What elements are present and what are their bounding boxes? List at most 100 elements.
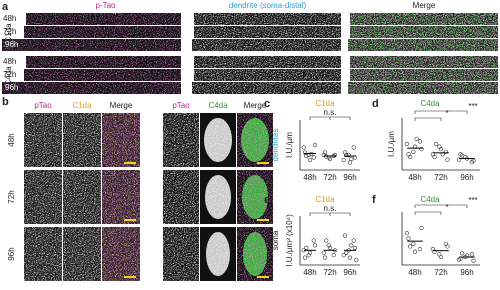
micrograph-texture (350, 69, 498, 81)
column-header: C1da (72, 101, 92, 110)
micrograph-texture (350, 56, 498, 68)
data-point (341, 253, 346, 258)
x-tick-label: 48h (408, 268, 421, 277)
data-point (331, 253, 336, 258)
y-axis-label: I.U./µm (387, 131, 396, 157)
data-point (438, 147, 444, 152)
data-point (417, 247, 422, 252)
significance-label: n.s. (324, 108, 337, 117)
x-tick-label: 72h (323, 268, 336, 277)
data-point (460, 153, 465, 158)
data-point (432, 249, 437, 254)
data-point (408, 244, 413, 249)
panel-letter: f (372, 194, 376, 206)
data-point (434, 141, 439, 147)
data-point (327, 245, 333, 250)
data-point (351, 145, 356, 150)
data-point (437, 144, 442, 149)
micrograph-texture (24, 113, 62, 167)
y-axis-label: I.U./µm (285, 132, 294, 158)
x-tick-label: 48h (303, 268, 316, 277)
micrograph-texture (194, 69, 341, 81)
data-point (443, 241, 448, 246)
micrograph-texture (350, 13, 498, 25)
micrograph-texture (24, 170, 62, 224)
data-point (302, 150, 308, 155)
row-label: 72h (7, 190, 16, 203)
micrograph-texture (24, 227, 62, 281)
significance-label: * (445, 203, 448, 212)
column-header: pTao (172, 101, 190, 110)
x-tick-label: 48h (408, 173, 421, 182)
data-point (341, 157, 346, 163)
micrograph-texture (63, 113, 101, 167)
data-point (349, 156, 354, 162)
cell-texture (243, 232, 267, 276)
panel-letter: d (372, 98, 379, 110)
column-header: dendrite (soma-distal) (229, 1, 307, 10)
row-label: 96h (7, 247, 16, 260)
micrograph-texture (102, 227, 140, 281)
micrograph-texture (26, 56, 181, 68)
y-axis-label: I.U./µm² (x10⁴) (285, 214, 294, 267)
data-point (307, 250, 313, 255)
data-point (349, 243, 354, 248)
significance-bracket (414, 204, 468, 208)
group-label: C1da (4, 23, 13, 43)
row-label: 72h (3, 70, 16, 79)
data-point (347, 255, 353, 260)
data-point (311, 238, 316, 243)
micrograph-texture (194, 26, 341, 38)
x-tick-label: 72h (434, 173, 447, 182)
row-label: 48h (3, 57, 16, 66)
cell-texture (204, 118, 232, 162)
cell-texture (206, 232, 230, 276)
panel-letter: a (2, 1, 9, 13)
column-header: Merge (413, 1, 436, 10)
significance-label: *** (468, 102, 477, 111)
data-point (322, 150, 328, 155)
micrograph-texture (102, 113, 140, 167)
data-point (306, 253, 311, 258)
micrograph-texture (24, 69, 181, 81)
x-tick-label: 96h (460, 173, 473, 182)
micrograph-texture (163, 113, 199, 167)
data-point (304, 153, 309, 159)
data-point (304, 245, 309, 250)
significance-bracket (414, 211, 442, 215)
data-point (406, 152, 411, 157)
significance-bracket (309, 212, 351, 216)
data-point (327, 156, 333, 162)
data-point (412, 249, 418, 254)
chart-title: C1da (315, 99, 335, 108)
data-point (406, 236, 411, 241)
data-point (346, 152, 351, 158)
data-point (302, 255, 308, 260)
data-point (326, 243, 331, 248)
data-point (344, 152, 349, 158)
data-point (352, 245, 358, 250)
significance-label: *** (468, 196, 477, 205)
micrograph-texture (102, 170, 140, 224)
data-point (342, 233, 348, 238)
significance-label: n.s. (324, 204, 337, 213)
panel-letter: b (2, 96, 9, 108)
cell-texture (241, 118, 269, 162)
data-point (411, 149, 416, 154)
group-label: C4da (4, 66, 13, 86)
row-label: soma (271, 230, 280, 250)
data-point (404, 231, 409, 236)
data-point (411, 241, 416, 246)
data-point (419, 147, 424, 152)
cell-texture (242, 175, 268, 219)
data-point (332, 152, 338, 158)
micrograph-texture (163, 227, 199, 281)
micrograph-texture (348, 82, 498, 94)
data-point (432, 154, 437, 160)
data-point (445, 244, 450, 249)
chart-title: C4da (420, 99, 440, 108)
panel-letter: c (264, 98, 270, 110)
data-point (445, 157, 450, 162)
data-point (456, 157, 461, 162)
